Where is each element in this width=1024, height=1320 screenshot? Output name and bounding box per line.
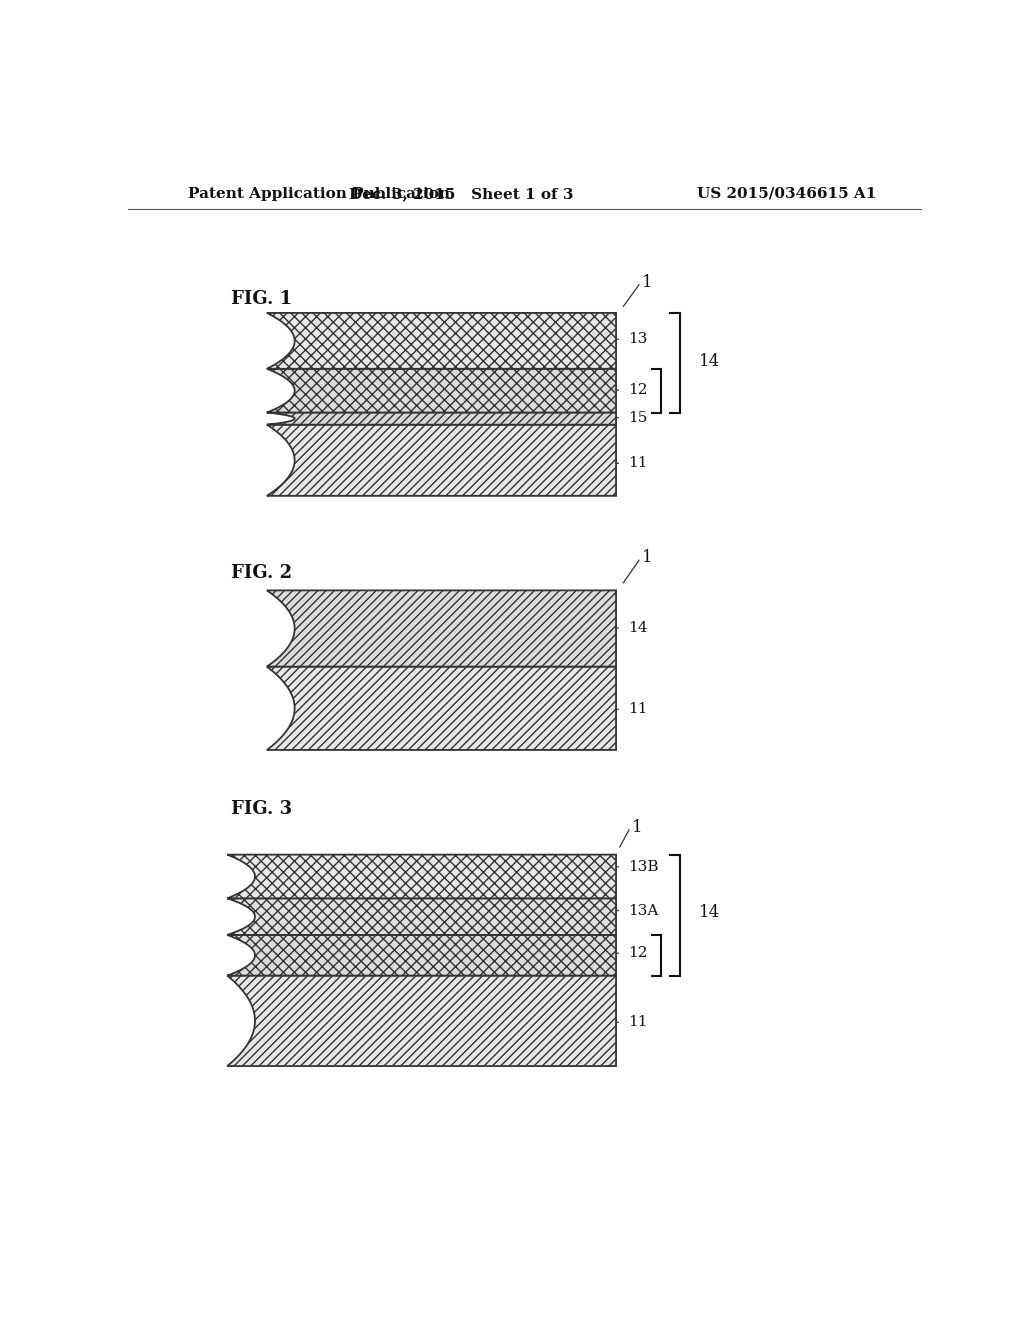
Text: 14: 14 bbox=[628, 620, 647, 635]
Text: 15: 15 bbox=[628, 411, 647, 425]
Polygon shape bbox=[267, 368, 616, 412]
Text: FIG. 3: FIG. 3 bbox=[231, 800, 292, 818]
Text: US 2015/0346615 A1: US 2015/0346615 A1 bbox=[697, 187, 877, 201]
Text: 14: 14 bbox=[699, 354, 721, 370]
Polygon shape bbox=[227, 935, 616, 975]
Text: 1: 1 bbox=[642, 549, 653, 566]
Text: 11: 11 bbox=[628, 1015, 647, 1030]
Text: 1: 1 bbox=[632, 818, 643, 836]
Polygon shape bbox=[267, 425, 616, 496]
Polygon shape bbox=[267, 590, 616, 667]
Text: 11: 11 bbox=[628, 702, 647, 717]
Polygon shape bbox=[267, 667, 616, 750]
Polygon shape bbox=[227, 854, 616, 899]
Polygon shape bbox=[227, 975, 616, 1067]
Text: FIG. 1: FIG. 1 bbox=[231, 289, 292, 308]
Text: 13: 13 bbox=[628, 333, 647, 346]
Polygon shape bbox=[267, 313, 616, 368]
Text: 13B: 13B bbox=[628, 859, 658, 874]
Text: Patent Application Publication: Patent Application Publication bbox=[187, 187, 450, 201]
Text: 12: 12 bbox=[628, 383, 647, 397]
Text: Dec. 3, 2015   Sheet 1 of 3: Dec. 3, 2015 Sheet 1 of 3 bbox=[349, 187, 573, 201]
Text: 11: 11 bbox=[628, 457, 647, 470]
Text: FIG. 2: FIG. 2 bbox=[231, 564, 292, 582]
Text: 14: 14 bbox=[699, 904, 721, 921]
Text: 1: 1 bbox=[642, 275, 653, 290]
Polygon shape bbox=[267, 412, 616, 425]
Text: 12: 12 bbox=[628, 946, 647, 960]
Text: 13A: 13A bbox=[628, 903, 658, 917]
Polygon shape bbox=[227, 899, 616, 935]
